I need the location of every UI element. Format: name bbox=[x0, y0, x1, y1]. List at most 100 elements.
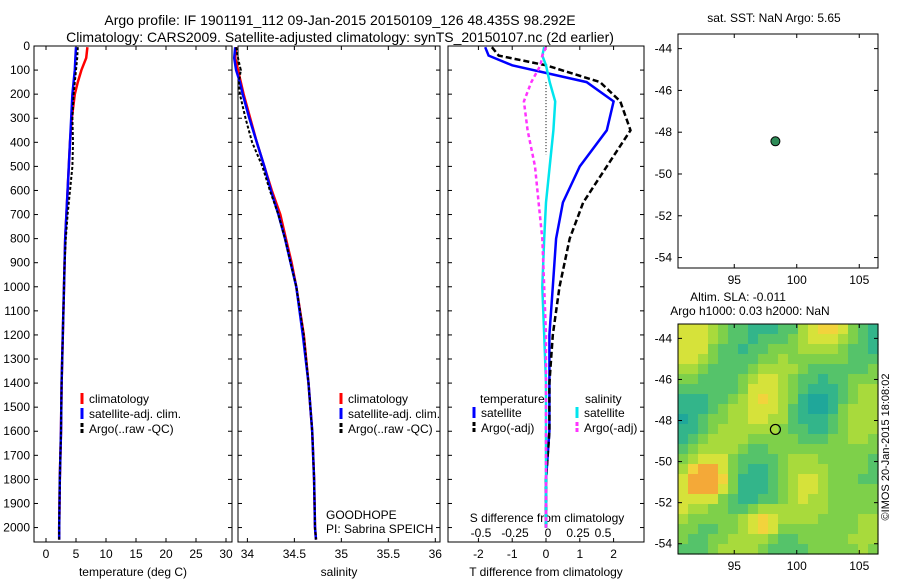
sla-map-cell bbox=[718, 444, 729, 455]
sla-map-cell bbox=[678, 414, 689, 425]
sla-map-cell bbox=[718, 414, 729, 425]
sla-map-cell bbox=[838, 354, 849, 365]
sla-map-cell bbox=[808, 464, 819, 475]
sla-map-cell bbox=[818, 534, 829, 545]
sla-map-cell bbox=[678, 534, 689, 545]
sla-map-cell bbox=[788, 434, 799, 445]
sla-map-cell bbox=[728, 464, 739, 475]
sla-map-cell bbox=[748, 324, 759, 335]
sla-map-cell bbox=[708, 404, 719, 415]
sla-map-cell bbox=[768, 474, 779, 485]
sla-map-cell bbox=[678, 464, 689, 475]
differences-xtick-label: 0 bbox=[543, 547, 550, 561]
sla-map-cell bbox=[738, 454, 749, 465]
sla-map-cell bbox=[798, 484, 809, 495]
temperature-ytick-label: 1100 bbox=[4, 304, 30, 318]
sla-map-cell bbox=[848, 514, 859, 525]
sla-map-cell bbox=[688, 534, 699, 545]
sla-map-cell bbox=[858, 414, 869, 425]
sla-map-cell bbox=[808, 434, 819, 445]
sla-map-cell bbox=[718, 334, 729, 345]
salinity-legend-2-label: Argo(..raw -QC) bbox=[348, 422, 433, 436]
sla-map-cell bbox=[848, 384, 859, 395]
sla-map-cell bbox=[858, 544, 869, 555]
sla-map-cell bbox=[848, 374, 859, 385]
sla-map-cell bbox=[838, 434, 849, 445]
sla-map-cell bbox=[798, 444, 809, 455]
sla-map-cell bbox=[698, 384, 709, 395]
sla-map-cell bbox=[818, 364, 829, 375]
sla_map-ytick-label: -44 bbox=[655, 331, 673, 345]
sla-map-cell bbox=[758, 494, 769, 505]
sla-map-cell bbox=[838, 364, 849, 375]
sst_map-ytick-label: -46 bbox=[655, 83, 673, 97]
sla-map-cell bbox=[858, 384, 869, 395]
sla-map-cell bbox=[868, 494, 879, 505]
sla-map-cell bbox=[758, 464, 769, 475]
sla-map-cell bbox=[758, 344, 769, 355]
sla-map-cell bbox=[798, 364, 809, 375]
sla-map-cell bbox=[868, 534, 879, 545]
sla-map-cell bbox=[778, 404, 789, 415]
temperature-ytick-label: 2000 bbox=[3, 521, 30, 535]
sla-map-cell bbox=[778, 464, 789, 475]
sla-map-cell bbox=[848, 454, 859, 465]
sla-map-cell bbox=[678, 524, 689, 535]
sla-map-cell bbox=[678, 354, 689, 365]
sla-map-cell bbox=[858, 434, 869, 445]
sla-map-cell bbox=[738, 484, 749, 495]
sla-map-cell bbox=[688, 494, 699, 505]
salinity-legend-1-label: satellite-adj. clim. bbox=[348, 407, 440, 421]
sla-map-cell bbox=[838, 324, 849, 335]
sla-map-cell bbox=[868, 334, 879, 345]
sla-map-cell bbox=[778, 494, 789, 505]
sla-map-cell bbox=[848, 524, 859, 535]
differences-top-xtick-label: -0.5 bbox=[471, 526, 492, 540]
temperature-legend-0-label: climatology bbox=[89, 392, 149, 406]
sla-map-cell bbox=[818, 434, 829, 445]
sla-map-cell bbox=[708, 454, 719, 465]
temperature-xlabel: temperature (deg C) bbox=[79, 565, 187, 579]
sla-map-cell bbox=[748, 454, 759, 465]
sla-map-cell bbox=[708, 344, 719, 355]
sla-map-cell bbox=[688, 344, 699, 355]
sla-map-cell bbox=[838, 484, 849, 495]
sla-map-cell bbox=[678, 334, 689, 345]
temperature-ytick-label: 1400 bbox=[3, 376, 30, 390]
sla-map-cell bbox=[728, 374, 739, 385]
sla-map-cell bbox=[708, 474, 719, 485]
sla-map-cell bbox=[808, 534, 819, 545]
sla-map-cell bbox=[868, 394, 879, 405]
sla-map-cell bbox=[758, 544, 769, 555]
sla-map-cell bbox=[818, 474, 829, 485]
sla-map-cell bbox=[678, 544, 689, 555]
sla-map-cell bbox=[718, 354, 729, 365]
sla-map-cell bbox=[828, 434, 839, 445]
sla-map-cell bbox=[868, 434, 879, 445]
sla-map-cell bbox=[748, 514, 759, 525]
temperature-ytick-label: 100 bbox=[10, 63, 30, 77]
sla-map-cell bbox=[848, 364, 859, 375]
sla-map-cell bbox=[758, 514, 769, 525]
sla-map-cell bbox=[848, 464, 859, 475]
sla-map-cell bbox=[778, 384, 789, 395]
sla-map-cell bbox=[778, 524, 789, 535]
sla-map-cell bbox=[698, 544, 709, 555]
sla-map-cell bbox=[838, 424, 849, 435]
sla-map-cell bbox=[698, 454, 709, 465]
sla-map-cell bbox=[708, 514, 719, 525]
sla-map-cell bbox=[818, 384, 829, 395]
sla-map-cell bbox=[858, 524, 869, 535]
sla-map-cell bbox=[798, 494, 809, 505]
sla-map-cell bbox=[678, 494, 689, 505]
sla-map-cell bbox=[778, 424, 789, 435]
sla-map-cell bbox=[718, 434, 729, 445]
sla-map-cell bbox=[798, 514, 809, 525]
sla-map-cell bbox=[828, 324, 839, 335]
sla-map-cell bbox=[868, 354, 879, 365]
sla-map-cell bbox=[848, 354, 859, 365]
sla-map-cell bbox=[788, 514, 799, 525]
differences-legend-sal-1-label: Argo(-adj) bbox=[584, 421, 637, 435]
sla-map-cell bbox=[728, 444, 739, 455]
